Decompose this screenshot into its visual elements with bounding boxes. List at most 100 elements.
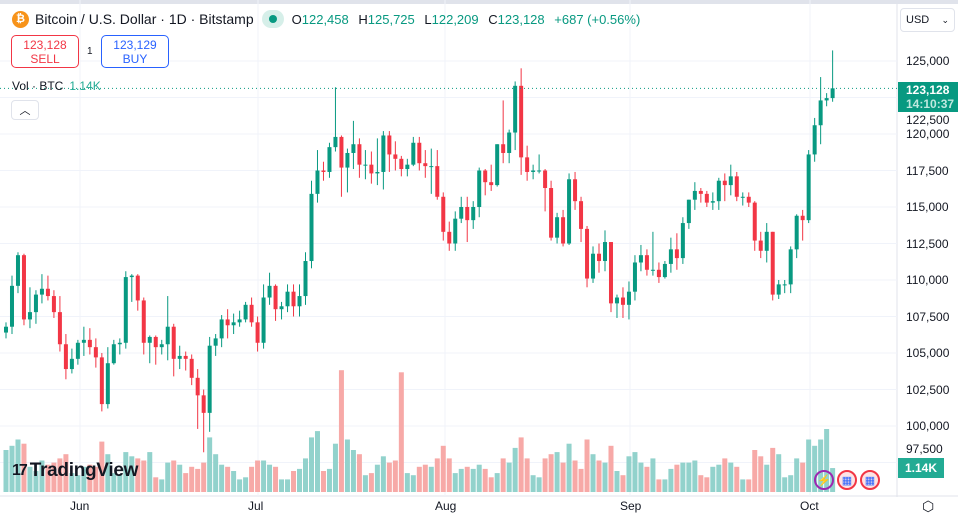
candle-body [201, 395, 206, 413]
price-tick-label: 115,000 [906, 200, 949, 214]
candle-body [626, 291, 631, 305]
volume-legend[interactable]: Vol · BTC 1.14K [12, 79, 101, 93]
candle-body [555, 217, 560, 238]
candle-body [650, 269, 655, 271]
market-open-icon [261, 10, 284, 28]
volume-bar [111, 473, 117, 492]
candle-body [525, 157, 530, 172]
candle-body [591, 253, 596, 279]
volume-bar [332, 443, 338, 492]
collapse-legend-button[interactable]: ︿ [11, 100, 39, 120]
volume-bar [590, 454, 596, 492]
volume-bar [279, 479, 285, 492]
candle-body [734, 176, 739, 197]
candle-body [435, 166, 440, 197]
candle-body [698, 190, 703, 194]
volume-bar [464, 466, 470, 492]
candle-body [573, 179, 578, 202]
candle-body [63, 344, 68, 370]
candle-body [692, 190, 697, 200]
volume-bar [428, 466, 434, 492]
volume-bar [201, 462, 207, 492]
candle-body [453, 218, 458, 244]
tradingview-logo[interactable]: 17 TradingView [12, 460, 138, 482]
volume-bar [566, 443, 572, 492]
volume-bar [308, 437, 314, 492]
candle-body [465, 207, 470, 221]
candle-body [620, 297, 625, 305]
candle-body [279, 306, 284, 310]
volume-bar [542, 458, 548, 492]
symbol-header[interactable]: ₿ Bitcoin / U.S. Dollar · 1D · Bitstamp … [12, 10, 640, 28]
candle-body [656, 269, 661, 278]
candle-body [9, 285, 14, 327]
chart-settings-icon[interactable]: ⬡ [922, 498, 935, 514]
volume-bar [338, 370, 344, 492]
volume-bar [326, 468, 332, 492]
volume-bar [614, 471, 620, 492]
candle-body [255, 322, 260, 343]
candle-body [399, 158, 404, 170]
volume-bar [225, 466, 231, 492]
volume-bar [734, 466, 740, 492]
volume-bar [105, 454, 111, 492]
candle-body [632, 262, 637, 292]
event-lightning-icon[interactable]: ⚡ [814, 470, 834, 490]
volume-bar [159, 479, 165, 492]
candle-body [333, 136, 338, 148]
candle-body [770, 231, 775, 295]
candle-body [477, 170, 482, 207]
volume-bar [530, 475, 536, 492]
candle-body [147, 336, 152, 343]
currency-value: USD [906, 14, 930, 26]
buy-label: BUY [122, 51, 148, 66]
price-tick-label: 97,500 [906, 442, 943, 456]
volume-bar [177, 464, 183, 492]
candle-body [429, 166, 434, 168]
currency-select[interactable]: USD ⌄ [900, 8, 955, 32]
volume-bar [446, 458, 452, 492]
volume-bar [746, 479, 752, 492]
volume-bar [794, 458, 800, 492]
high-value: 125,725 [367, 11, 415, 27]
volume-bar [368, 473, 374, 492]
sell-label: SELL [30, 51, 60, 66]
candle-body [315, 170, 320, 194]
candle-body [806, 154, 811, 221]
buy-price: 123,129 [113, 37, 157, 52]
volume-bar [518, 437, 524, 492]
volume-bar [147, 452, 153, 492]
candle-body [27, 312, 32, 320]
candle-body [794, 215, 799, 250]
volume-bar [3, 450, 9, 492]
candle-body [603, 242, 607, 262]
candle-body [243, 304, 248, 320]
candle-body [207, 345, 212, 413]
open-label: O [291, 11, 302, 27]
logo-text: TradingView [29, 460, 139, 481]
candle-body [291, 291, 296, 307]
chevron-up-icon: ︿ [19, 105, 31, 117]
volume-bar [356, 454, 362, 492]
candle-body [357, 144, 362, 165]
volume-bar [476, 464, 482, 492]
volume-bar [117, 475, 123, 492]
volume-bar [578, 468, 584, 492]
volume-bar [422, 464, 428, 492]
candle-body [57, 312, 62, 345]
volume-bar [644, 466, 650, 492]
volume-bar [285, 479, 291, 492]
buy-button[interactable]: 123,129 BUY [101, 35, 169, 68]
volume-bar [458, 468, 464, 492]
candle-body [339, 136, 344, 168]
volume-bar [674, 464, 680, 492]
candle-body [219, 319, 224, 339]
event-us-flag-icon[interactable]: ▦ [837, 470, 857, 490]
volume-bar [680, 462, 686, 492]
volume-bar [141, 460, 147, 492]
event-us-flag-icon-2[interactable]: ▦ [860, 470, 880, 490]
volume-bar [812, 445, 818, 492]
volume-bar [33, 471, 39, 492]
sell-button[interactable]: 123,128 SELL [11, 35, 79, 68]
